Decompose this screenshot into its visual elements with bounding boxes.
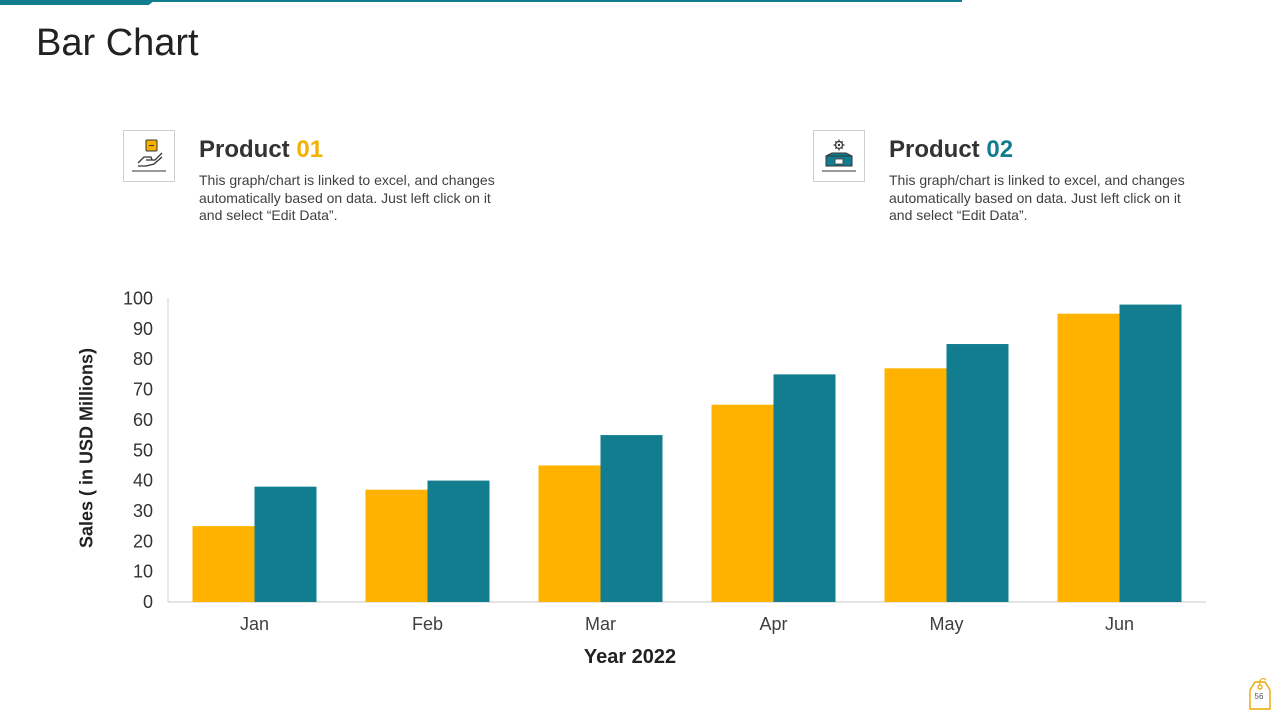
top-rule bbox=[0, 0, 962, 2]
bar-feb-series-1 bbox=[365, 489, 428, 602]
x-tick-label-apr: Apr bbox=[759, 614, 787, 634]
bar-apr-series-2 bbox=[773, 374, 836, 602]
x-tick-label-jun: Jun bbox=[1105, 614, 1134, 634]
bar-jan-series-2 bbox=[254, 486, 317, 602]
slide-number: 56 bbox=[1254, 692, 1264, 701]
bar-mar-series-1 bbox=[538, 465, 601, 602]
bar-group bbox=[192, 304, 1182, 602]
y-axis-title: Sales ( in USD Millions) bbox=[76, 347, 97, 549]
bar-may-series-1 bbox=[884, 368, 947, 602]
y-tick-label-80: 80 bbox=[133, 349, 153, 369]
y-tick-label-50: 50 bbox=[133, 440, 153, 460]
bar-jan-series-1 bbox=[192, 526, 255, 602]
y-tick-label-20: 20 bbox=[133, 531, 153, 551]
y-tick-label-30: 30 bbox=[133, 501, 153, 521]
y-tick-label-40: 40 bbox=[133, 471, 153, 491]
x-axis-title: Year 2022 bbox=[583, 646, 677, 668]
y-tick-label-100: 100 bbox=[123, 289, 153, 309]
y-tick-label-0: 0 bbox=[143, 592, 153, 612]
product-1-description: This graph/chart is linked to excel, and… bbox=[199, 172, 495, 223]
bar-apr-series-1 bbox=[711, 404, 774, 602]
bar-may-series-2 bbox=[946, 344, 1009, 602]
bar-jun-series-2 bbox=[1119, 304, 1182, 602]
hand-with-coin-icon bbox=[123, 130, 175, 182]
y-tick-label-90: 90 bbox=[133, 319, 153, 339]
y-tick-label-10: 10 bbox=[133, 562, 153, 582]
slide-number-tag-icon bbox=[1249, 678, 1271, 710]
x-tick-labels: Jan Feb Mar Apr May Jun bbox=[240, 614, 1134, 634]
product-1-name: Product bbox=[199, 136, 290, 163]
x-tick-label-jan: Jan bbox=[240, 614, 269, 634]
y-tick-labels: 0 10 20 30 40 50 60 70 80 90 100 bbox=[123, 289, 153, 613]
product-2-number: 02 bbox=[986, 136, 1014, 163]
product-2-description: This graph/chart is linked to excel, and… bbox=[889, 172, 1185, 223]
product-2-heading: Product 02 bbox=[889, 136, 1013, 164]
box-with-gear-icon bbox=[813, 130, 865, 182]
bar-jun-series-1 bbox=[1057, 313, 1120, 602]
product-2-name: Product bbox=[889, 136, 980, 163]
x-tick-label-mar: Mar bbox=[585, 614, 616, 634]
page-title: Bar Chart bbox=[36, 22, 199, 64]
bar-mar-series-2 bbox=[600, 435, 663, 602]
y-tick-label-70: 70 bbox=[133, 380, 153, 400]
top-accent-bar bbox=[0, 0, 155, 5]
x-tick-label-feb: Feb bbox=[412, 614, 443, 634]
product-1-number: 01 bbox=[296, 136, 324, 163]
product-1-heading: Product 01 bbox=[199, 136, 323, 164]
y-tick-label-60: 60 bbox=[133, 410, 153, 430]
x-tick-label-may: May bbox=[929, 614, 963, 634]
bar-feb-series-2 bbox=[427, 480, 490, 602]
